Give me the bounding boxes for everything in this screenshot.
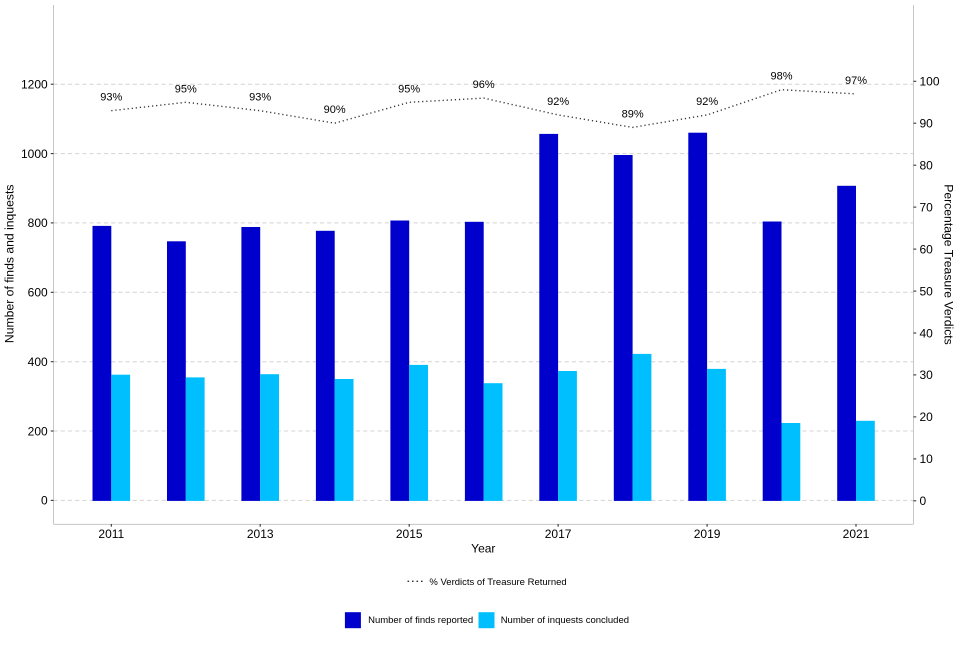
svg-text:30: 30 [920,368,934,382]
svg-text:10: 10 [920,452,934,466]
svg-text:600: 600 [28,286,48,300]
svg-text:0: 0 [920,494,927,508]
svg-text:100: 100 [920,75,940,89]
svg-text:2013: 2013 [247,527,274,541]
svg-text:93%: 93% [249,92,271,104]
svg-text:2019: 2019 [694,527,721,541]
svg-text:800: 800 [28,216,48,230]
svg-text:2021: 2021 [843,527,870,541]
svg-text:Number of finds reported: Number of finds reported [368,615,473,626]
svg-text:92%: 92% [547,96,569,108]
svg-text:80: 80 [920,159,934,173]
svg-text:90: 90 [920,117,934,131]
svg-text:96%: 96% [473,79,495,91]
svg-text:% Verdicts of Treasure Returne: % Verdicts of Treasure Returned [429,577,566,588]
svg-text:2017: 2017 [545,527,572,541]
svg-text:90%: 90% [324,104,346,116]
svg-text:70: 70 [920,200,934,214]
svg-text:95%: 95% [175,83,197,95]
svg-text:50: 50 [920,284,934,298]
svg-text:97%: 97% [845,75,867,87]
svg-text:89%: 89% [622,108,644,120]
svg-text:60: 60 [920,242,934,256]
svg-text:1000: 1000 [21,147,48,161]
svg-text:200: 200 [28,424,48,438]
svg-text:0: 0 [41,494,48,508]
svg-text:Number of finds and inquests: Number of finds and inquests [3,185,17,344]
svg-text:92%: 92% [696,96,718,108]
svg-text:98%: 98% [770,71,792,83]
svg-text:20: 20 [920,410,934,424]
svg-text:93%: 93% [100,92,122,104]
svg-text:Percentage Treasure Verdicts: Percentage Treasure Verdicts [942,184,956,345]
svg-text:2011: 2011 [98,527,124,541]
svg-text:40: 40 [920,326,934,340]
svg-text:95%: 95% [398,83,420,95]
svg-text:Number of inquests concluded: Number of inquests concluded [501,615,629,626]
svg-text:400: 400 [28,355,48,369]
svg-text:2015: 2015 [396,527,423,541]
svg-text:Year: Year [471,542,495,556]
svg-text:1200: 1200 [21,78,48,92]
